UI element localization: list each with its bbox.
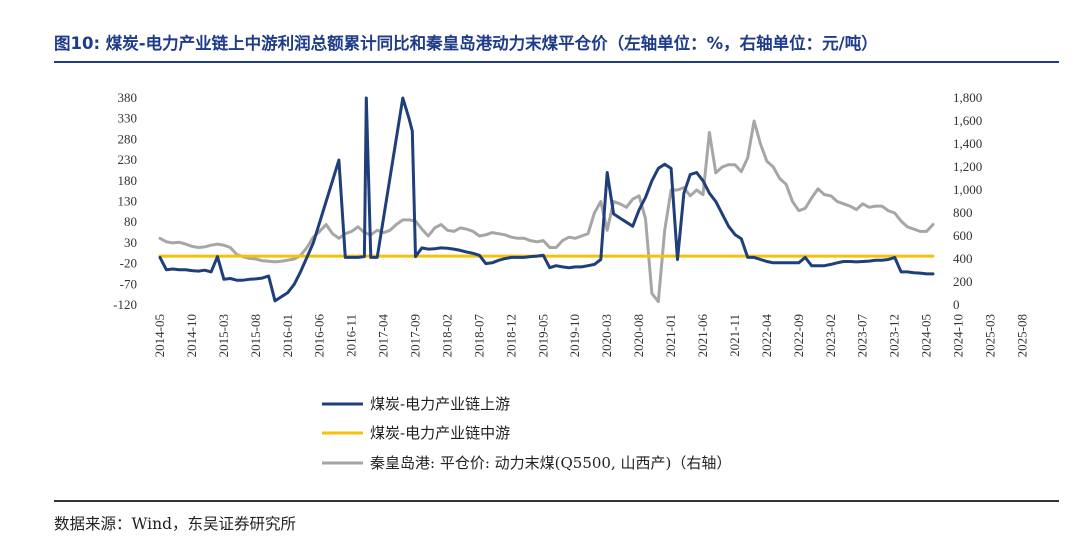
right-tick-label: 1,200	[953, 159, 982, 174]
right-tick-label: 0	[953, 297, 960, 312]
right-tick-label: 400	[953, 251, 973, 266]
x-tick-label: 2019-05	[535, 314, 550, 357]
legend-label: 煤炭-电力产业链上游	[370, 395, 510, 413]
right-tick-label: 1,000	[953, 182, 982, 197]
x-axis: 2014-05 2014-10 2015-03 2015-08 2016-01 2016-…	[152, 314, 1029, 358]
right-tick-label: 1,600	[953, 113, 982, 128]
x-tick-label: 2022-09	[791, 314, 806, 357]
x-tick-label: 2025-03	[982, 314, 997, 357]
right-tick-label: 200	[953, 274, 973, 289]
left-tick-label: 230	[118, 152, 138, 167]
right-tick-label: 800	[953, 205, 973, 220]
left-tick-label: 180	[118, 173, 138, 188]
x-tick-label: 2014-10	[184, 314, 199, 357]
x-tick-label: 2023-02	[823, 314, 838, 357]
series-line-1	[158, 96, 935, 303]
x-tick-label: 2021-11	[727, 314, 742, 357]
chart-title: 图10: 煤炭-电力产业链上中游利润总额累计同比和秦皇岛港动力末煤平仓价（左轴单…	[54, 34, 878, 53]
x-tick-label: 2018-07	[471, 314, 486, 358]
x-tick-label: 2025-08	[1014, 314, 1029, 357]
left-tick-label: -120	[113, 297, 137, 312]
x-tick-label: 2020-08	[631, 314, 646, 357]
right-tick-label: 1,800	[953, 90, 982, 105]
left-tick-label: 380	[118, 90, 138, 105]
left-tick-label: -70	[120, 276, 137, 291]
x-tick-label: 2019-10	[567, 314, 582, 357]
x-tick-label: 2020-03	[599, 314, 614, 357]
x-tick-label: 2016-06	[312, 314, 327, 358]
source-rule	[54, 500, 1059, 502]
left-tick-label: 280	[118, 131, 138, 146]
left-tick-label: 80	[124, 214, 137, 229]
data-source: 数据来源：Wind，东吴证券研究所	[54, 515, 297, 533]
x-tick-label: 2021-01	[663, 314, 678, 357]
x-tick-label: 2023-12	[887, 314, 902, 357]
series-layer	[158, 96, 935, 304]
left-tick-label: -20	[120, 256, 137, 271]
x-tick-label: 2014-05	[152, 314, 167, 357]
x-tick-label: 2016-11	[344, 314, 359, 357]
x-tick-label: 2021-06	[695, 314, 710, 358]
x-tick-label: 2024-10	[951, 314, 966, 357]
legend-label: 秦皇岛港: 平仓价: 动力末煤(Q5500, 山西产)（右轴）	[370, 454, 731, 472]
left-tick-label: 30	[124, 235, 137, 250]
left-tick-label: 130	[118, 194, 138, 209]
x-tick-label: 2015-03	[216, 314, 231, 357]
x-tick-label: 2024-05	[919, 314, 934, 357]
right-tick-label: 1,400	[953, 136, 982, 151]
x-tick-label: 2023-07	[855, 314, 870, 358]
left-axis: 380 330 280 230 180 130 80 30 -20 -70 -120	[113, 90, 137, 312]
title-rule	[54, 61, 1059, 63]
series-line-3	[158, 119, 935, 304]
x-tick-label: 2017-04	[376, 314, 391, 358]
x-tick-label: 2016-01	[280, 314, 295, 357]
x-tick-label: 2018-02	[439, 314, 454, 357]
right-axis: 1,800 1,600 1,400 1,200 1,000 800 600 400 200 0	[953, 90, 982, 312]
x-tick-label: 2018-12	[503, 314, 518, 357]
right-tick-label: 600	[953, 228, 973, 243]
x-tick-label: 2017-09	[408, 314, 423, 357]
legend-label: 煤炭-电力产业链中游	[370, 424, 510, 442]
left-tick-label: 330	[118, 111, 138, 126]
x-tick-label: 2022-04	[759, 314, 774, 358]
x-tick-label: 2015-08	[248, 314, 263, 357]
